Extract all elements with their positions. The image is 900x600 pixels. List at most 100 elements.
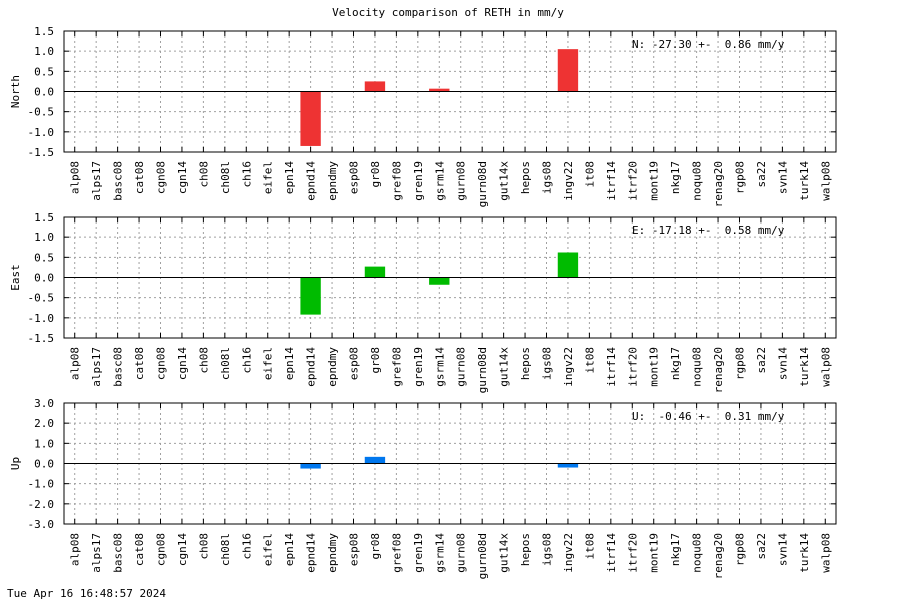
east-xtick-label: alps17 [90, 347, 103, 387]
north-xtick-label: itrf14 [605, 161, 618, 201]
north-xtick-label: epnd14 [305, 161, 318, 201]
north-xtick-label: cgn08 [155, 161, 168, 194]
east-xtick-label: svn14 [776, 347, 789, 380]
north-bar-gsrm14 [429, 88, 450, 92]
up-xtick-label: igs08 [541, 533, 554, 566]
east-xtick-label: sa22 [755, 347, 768, 374]
east-xtick-label: ch08 [197, 347, 210, 374]
north-xtick-label: igs08 [541, 161, 554, 194]
north-xtick-label: gut14x [498, 161, 511, 201]
north-xtick-label: ch08l [219, 161, 232, 194]
north-xtick-label: it08 [583, 161, 596, 188]
east-xtick-label: gr08 [369, 347, 382, 374]
east-xtick-label: alp08 [69, 347, 82, 380]
east-xtick-label: gsrm14 [433, 347, 446, 387]
north-ytick-label: 1.0 [34, 45, 54, 58]
north-panel: -1.5 -1.0 -0.5 0.0 0.5 1.0 1.5 alp08 alps17 basc0… [9, 25, 837, 207]
north-plot-frame [63, 30, 837, 153]
north-xtick-label: esp08 [348, 161, 361, 194]
east-xtick-label: it08 [583, 347, 596, 374]
east-xtick-label: esp08 [348, 347, 361, 380]
north-xtick-label: alps17 [90, 161, 103, 201]
east-ytick-label: -1.0 [28, 312, 55, 325]
up-bar-ingv22 [557, 463, 579, 468]
east-xtick-label: itrf20 [626, 347, 639, 387]
east-panel: -1.5 -1.0 -0.5 0.0 0.5 1.0 1.5 alp08 alps17 basc0… [9, 211, 837, 393]
up-xtick-label: epndmy [326, 533, 339, 573]
east-xtick-label: turk14 [798, 347, 811, 387]
up-stat-label: U: -0.46 +- 0.31 mm/y [632, 410, 785, 423]
east-xtick-label: walp08 [819, 347, 832, 387]
east-xtick-label: igs08 [541, 347, 554, 380]
east-bar-gr08 [364, 266, 386, 278]
east-plot-frame [63, 216, 837, 339]
up-xtick-label: ch08 [197, 533, 210, 560]
up-xtick-label: turk14 [798, 533, 811, 573]
east-xtick-label: renag20 [712, 347, 725, 393]
east-ytick-label: 0.5 [34, 251, 54, 264]
north-xtick-label: mont19 [648, 161, 661, 201]
up-xtick-label: esp08 [348, 533, 361, 566]
east-ytick-label: -1.5 [28, 332, 55, 345]
north-xtick-label: alp08 [69, 161, 82, 194]
east-bar-gsrm14 [429, 277, 450, 285]
east-xtick-label: noqu08 [691, 347, 704, 387]
up-xtick-label: itrf14 [605, 533, 618, 573]
up-xtick-label: svn14 [776, 533, 789, 566]
north-ytick-label: 1.5 [34, 25, 54, 38]
up-axis-title: Up [9, 457, 22, 470]
up-xtick-label: gurn08 [455, 533, 468, 573]
north-xtick-label: cat08 [133, 161, 146, 194]
east-xtick-label: gurn08 [455, 347, 468, 387]
up-xtick-label: gsrm14 [433, 533, 446, 573]
up-xtick-label: walp08 [819, 533, 832, 573]
up-bar-epnd14 [300, 463, 321, 469]
east-xtick-label: cgn08 [155, 347, 168, 380]
east-xtick-label: gurn08d [476, 347, 489, 393]
north-xtick-label: ch16 [240, 161, 253, 188]
north-xtick-label: walp08 [819, 161, 832, 201]
up-xtick-label: cgn14 [176, 533, 189, 566]
north-bar-ingv22 [557, 49, 579, 92]
east-xtick-label: epnd14 [305, 347, 318, 387]
east-xtick-label: rgp08 [734, 347, 747, 380]
up-xtick-label: alps17 [90, 533, 103, 573]
up-xtick-label: itrf20 [626, 533, 639, 573]
north-xtick-label: ch08 [197, 161, 210, 188]
north-xtick-label: epndmy [326, 161, 339, 201]
up-xtick-label: ch08l [219, 533, 232, 566]
north-xtick-label: gref08 [390, 161, 403, 201]
up-xtick-label: alp08 [69, 533, 82, 566]
east-xtick-label: epn14 [283, 347, 296, 380]
east-xtick-label: gref08 [390, 347, 403, 387]
east-xtick-label: cgn14 [176, 347, 189, 380]
up-xtick-label: it08 [583, 533, 596, 560]
north-xtick-label: ingv22 [562, 161, 575, 201]
up-xtick-label: sa22 [755, 533, 768, 560]
east-xtick-label: ch16 [240, 347, 253, 374]
north-ytick-label: -1.0 [28, 126, 55, 139]
north-xtick-label: cgn14 [176, 161, 189, 194]
up-xtick-label: eifel [262, 533, 275, 566]
north-bar-epnd14 [300, 91, 321, 146]
north-ytick-label: 0.5 [34, 65, 54, 78]
up-xtick-label: ch16 [240, 533, 253, 560]
east-xtick-label: cat08 [133, 347, 146, 380]
up-xtick-label: hepos [519, 533, 532, 566]
up-ytick-label: -2.0 [28, 498, 55, 511]
north-axis-title: North [9, 75, 22, 108]
up-ytick-label: -3.0 [28, 518, 55, 531]
north-xtick-label: rgp08 [734, 161, 747, 194]
north-xtick-label: turk14 [798, 161, 811, 201]
up-xtick-label: epn14 [283, 533, 296, 566]
up-ytick-label: 2.0 [34, 417, 54, 430]
east-ytick-label: -0.5 [28, 292, 55, 305]
east-bar-ingv22 [557, 252, 579, 278]
east-xtick-label: gut14x [498, 347, 511, 387]
up-xtick-label: renag20 [712, 533, 725, 579]
east-axis-title: East [9, 264, 22, 291]
east-xtick-label: hepos [519, 347, 532, 380]
east-bar-epnd14 [300, 277, 321, 315]
east-stat-label: E: -17.18 +- 0.58 mm/y [632, 224, 785, 237]
